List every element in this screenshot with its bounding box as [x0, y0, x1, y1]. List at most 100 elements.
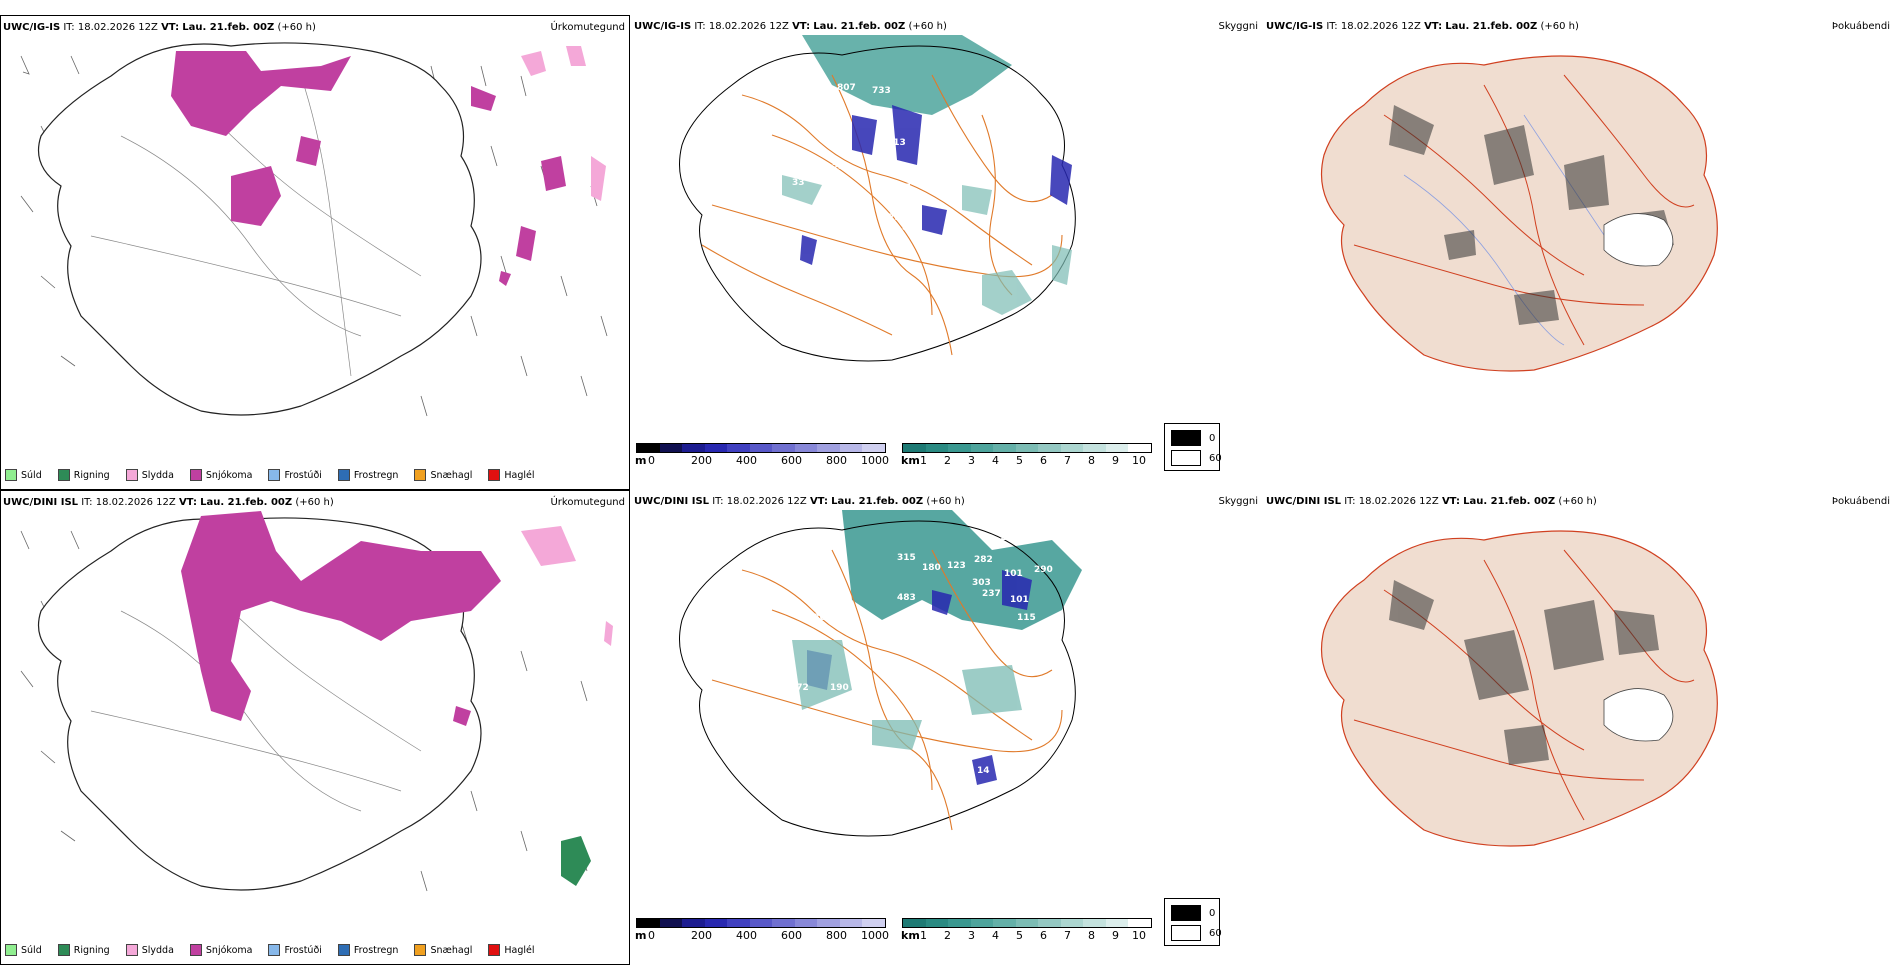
legend-item: Haglél [488, 944, 535, 956]
colorbar-cell [970, 444, 994, 452]
legend-item: Súld [5, 944, 42, 956]
ceiling-label: 173 [882, 213, 901, 223]
colorbar-cell [682, 919, 705, 927]
legend-item: Snjókoma [189, 469, 252, 481]
colorbar-cell [704, 919, 728, 927]
colorbar-cell [1105, 919, 1129, 927]
precip-panel-top: UWC/IG-IS IT: 18.02.2026 12Z VT: Lau. 21… [0, 15, 630, 490]
legend-item: Frostúði [268, 944, 322, 956]
colorbar-cell [1038, 444, 1061, 452]
visibility-panel-bottom: UWC/DINI ISL IT: 18.02.2026 12Z VT: Lau.… [632, 490, 1262, 965]
svg-text:282: 282 [974, 555, 993, 565]
colorbar-cell [794, 919, 818, 927]
fog-legend: 0 60 [1164, 898, 1222, 946]
svg-text:572: 572 [790, 683, 809, 693]
legend-item: Slydda [125, 944, 174, 956]
colorbar-cell [903, 919, 926, 927]
ceiling-label: 513 [887, 138, 906, 148]
colorbar-cell [1128, 919, 1152, 927]
colorbar-cell [1128, 444, 1152, 452]
svg-text:315: 315 [897, 553, 916, 563]
fog-legend: 0 60 [1164, 423, 1222, 471]
svg-text:271: 271 [1000, 533, 1019, 543]
visibility-areas [782, 175, 1072, 315]
precip-map [20, 511, 613, 892]
colorbar-cell [948, 444, 971, 452]
colorbar-cell [637, 444, 660, 452]
visibility-map: 807 733 251 513 244 33 537 89 173 41 24 … [679, 35, 1076, 362]
colorbar-cell [794, 444, 818, 452]
visibility-colorbar: km 1 2 3 4 5 6 7 8 9 10 [901, 918, 1152, 944]
legend-item: Frostúði [268, 469, 322, 481]
iceland-outline [37, 42, 482, 416]
colorbar-cell [1038, 919, 1061, 927]
ceiling-label: 33 [792, 178, 805, 188]
colorbar-cell [637, 919, 660, 927]
legend-item: Snjókoma [189, 944, 252, 956]
colorbar-cell [749, 444, 773, 452]
ceiling-label: 807 [837, 83, 856, 93]
svg-text:237: 237 [982, 589, 1001, 599]
legend-item: Snæhagl [414, 944, 472, 956]
colorbar-cell [1060, 444, 1084, 452]
colorbar-cell [970, 919, 994, 927]
ceiling-label: 41 [1037, 143, 1050, 153]
colorbar-cell [817, 919, 840, 927]
svg-text:190: 190 [830, 683, 849, 693]
colorbar-cell [862, 919, 886, 927]
colorbar-cell [1083, 919, 1106, 927]
colorbar-cell [1060, 919, 1084, 927]
ceiling-label: 733 [872, 86, 891, 96]
colorbar-cell [659, 444, 683, 452]
parameter-title: Úrkomutegund [550, 22, 625, 33]
ceiling-label: 193 [1032, 233, 1051, 243]
snow-areas [171, 51, 566, 286]
parameter-title: Úrkomutegund [550, 497, 625, 508]
ceiling-colorbar: m 0 200 400 600 800 1000 [635, 443, 889, 469]
colorbar-cell [903, 444, 926, 452]
svg-text:101: 101 [1010, 595, 1029, 605]
colorbar-cell [993, 444, 1016, 452]
visibility-colorbar: km 1 2 3 4 5 6 7 8 9 10 [901, 443, 1152, 469]
ceiling-label: 88 [977, 258, 990, 268]
fog-panel-top: UWC/IG-IS IT: 18.02.2026 12Z VT: Lau. 21… [1264, 15, 1894, 490]
ceiling-label: 251 [812, 88, 831, 98]
precip-map [20, 42, 608, 417]
colorbar-cell [839, 444, 863, 452]
svg-text:101: 101 [1004, 569, 1023, 579]
parameter-title: Þokuábendi [1831, 21, 1890, 32]
ceiling-colorbar: m 0 200 400 600 800 1000 [635, 918, 889, 944]
colorbar-cell [1015, 919, 1039, 927]
panel-title: UWC/IG-IS IT: 18.02.2026 12Z VT: Lau. 21… [3, 22, 316, 33]
legend-item: Slydda [125, 469, 174, 481]
panel-title: UWC/IG-IS IT: 18.02.2026 12Z VT: Lau. 21… [634, 21, 947, 32]
svg-text:115: 115 [1017, 613, 1036, 623]
colorbar-cell [925, 919, 949, 927]
colorbar-cell [862, 444, 886, 452]
visibility-panel-top: UWC/IG-IS IT: 18.02.2026 12Z VT: Lau. 21… [632, 15, 1262, 490]
colorbar-cell [772, 919, 795, 927]
panel-title: UWC/DINI ISL IT: 18.02.2026 12Z VT: Lau.… [634, 496, 965, 507]
svg-text:123: 123 [947, 561, 966, 571]
legend-item: Frostregn [337, 944, 398, 956]
fog-panel-bottom: UWC/DINI ISL IT: 18.02.2026 12Z VT: Lau.… [1264, 490, 1894, 965]
colorbar-cell [948, 919, 971, 927]
svg-text:303: 303 [972, 578, 991, 588]
colorbar-cell [1083, 444, 1106, 452]
sleet-areas [521, 46, 606, 201]
parameter-title: Þokuábendi [1831, 496, 1890, 507]
panel-title: UWC/IG-IS IT: 18.02.2026 12Z VT: Lau. 21… [1266, 21, 1579, 32]
colorbar-cell [682, 444, 705, 452]
parameter-title: Skyggni [1218, 496, 1258, 507]
colorbar-cell [839, 919, 863, 927]
fog-map [1320, 55, 1718, 372]
legend-item: Rigning [57, 944, 110, 956]
precip-panel-bottom: UWC/DINI ISL IT: 18.02.2026 12Z VT: Lau.… [0, 490, 630, 965]
svg-text:335: 335 [802, 573, 821, 583]
colorbar-cell [925, 444, 949, 452]
colorbar-cell [817, 444, 840, 452]
ceiling-labels: 807 733 251 513 244 33 537 89 173 41 24 … [792, 83, 1051, 268]
legend-item: Frostregn [337, 469, 398, 481]
legend-item: Súld [5, 469, 42, 481]
svg-text:290: 290 [1034, 565, 1053, 575]
